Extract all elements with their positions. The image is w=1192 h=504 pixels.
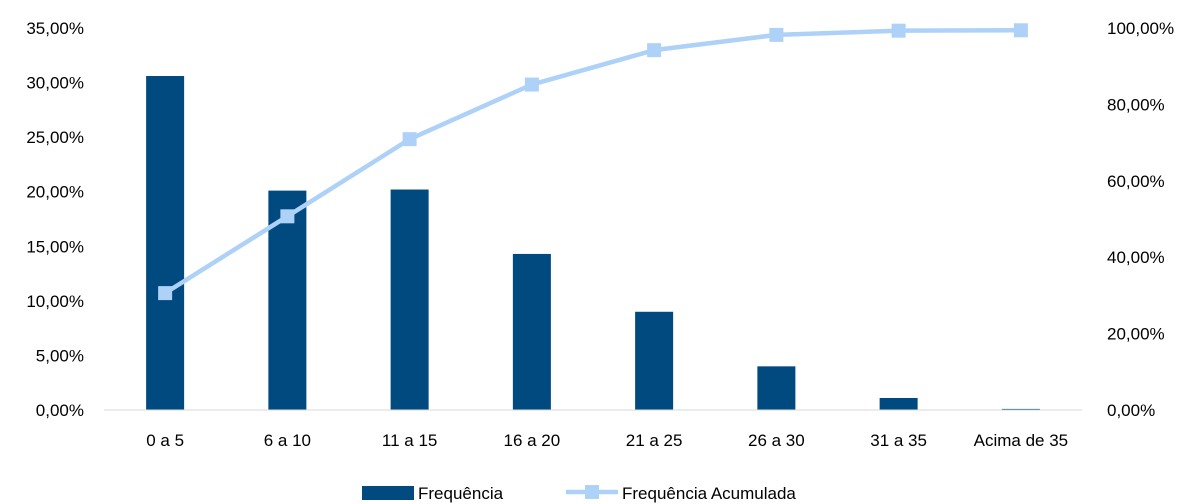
bar-16-a-20 — [512, 253, 551, 410]
left-tick-label: 0,00% — [36, 401, 84, 420]
point-acima-de-35 — [1013, 23, 1028, 38]
left-tick-label: 15,00% — [26, 237, 84, 256]
x-axis: 0 a 5 6 a 10 11 a 15 16 a 20 21 a 25 26 a 30 3… — [146, 431, 1068, 450]
right-tick-label: 60,00% — [1107, 172, 1165, 191]
right-y-axis: 0,00% 20,00% 40,00% 60,00% 80,00% 100,00% — [1107, 19, 1174, 420]
x-tick-label: 0 a 5 — [146, 431, 184, 450]
left-tick-label: 30,00% — [26, 74, 84, 93]
bar-31-a-35 — [879, 397, 918, 410]
x-tick-label: 26 a 30 — [748, 431, 805, 450]
line-series-frequencia-acumulada — [158, 23, 1028, 301]
point-26-a-30 — [769, 27, 784, 42]
right-tick-label: 40,00% — [1107, 248, 1165, 267]
left-y-axis: 0,00% 5,00% 10,00% 15,00% 20,00% 25,00% 30,00%… — [26, 19, 84, 420]
legend: Frequência Frequência Acumulada — [362, 484, 796, 503]
line-frequencia-acumulada — [162, 28, 1024, 296]
left-tick-label: 25,00% — [26, 128, 84, 147]
right-tick-label: 100,00% — [1107, 19, 1174, 38]
left-tick-label: 20,00% — [26, 183, 84, 202]
x-tick-label: 6 a 10 — [264, 431, 311, 450]
bar-21-a-25 — [635, 311, 674, 410]
point-11-a-15 — [402, 132, 417, 147]
x-tick-label: Acima de 35 — [974, 431, 1069, 450]
x-tick-label: 16 a 20 — [504, 431, 561, 450]
x-tick-label: 21 a 25 — [626, 431, 683, 450]
bar-acima-de-35 — [1001, 408, 1040, 410]
bar-6-a-10 — [268, 190, 307, 410]
x-tick-label: 11 a 15 — [382, 431, 437, 450]
right-tick-label: 80,00% — [1107, 95, 1165, 114]
bar-26-a-30 — [757, 366, 796, 410]
left-tick-label: 5,00% — [36, 346, 84, 365]
legend-label-frequencia: Frequência — [418, 484, 504, 503]
legend-label-frequencia-acumulada: Frequência Acumulada — [622, 484, 796, 503]
point-6-a-10 — [280, 209, 295, 224]
legend-marker-frequencia-acumulada — [585, 485, 599, 499]
bar-series-frequencia — [146, 76, 1040, 410]
right-tick-label: 20,00% — [1107, 325, 1165, 344]
x-tick-label: 31 a 35 — [870, 431, 927, 450]
bar-11-a-15 — [390, 189, 429, 410]
left-tick-label: 10,00% — [26, 292, 84, 311]
point-21-a-25 — [647, 43, 662, 58]
legend-swatch-frequencia — [362, 486, 414, 500]
right-tick-label: 0,00% — [1107, 401, 1155, 420]
point-0-a-5 — [158, 286, 173, 301]
left-tick-label: 35,00% — [26, 19, 84, 38]
point-31-a-35 — [891, 23, 906, 38]
bar-0-a-5 — [146, 76, 185, 410]
point-16-a-20 — [524, 77, 539, 92]
